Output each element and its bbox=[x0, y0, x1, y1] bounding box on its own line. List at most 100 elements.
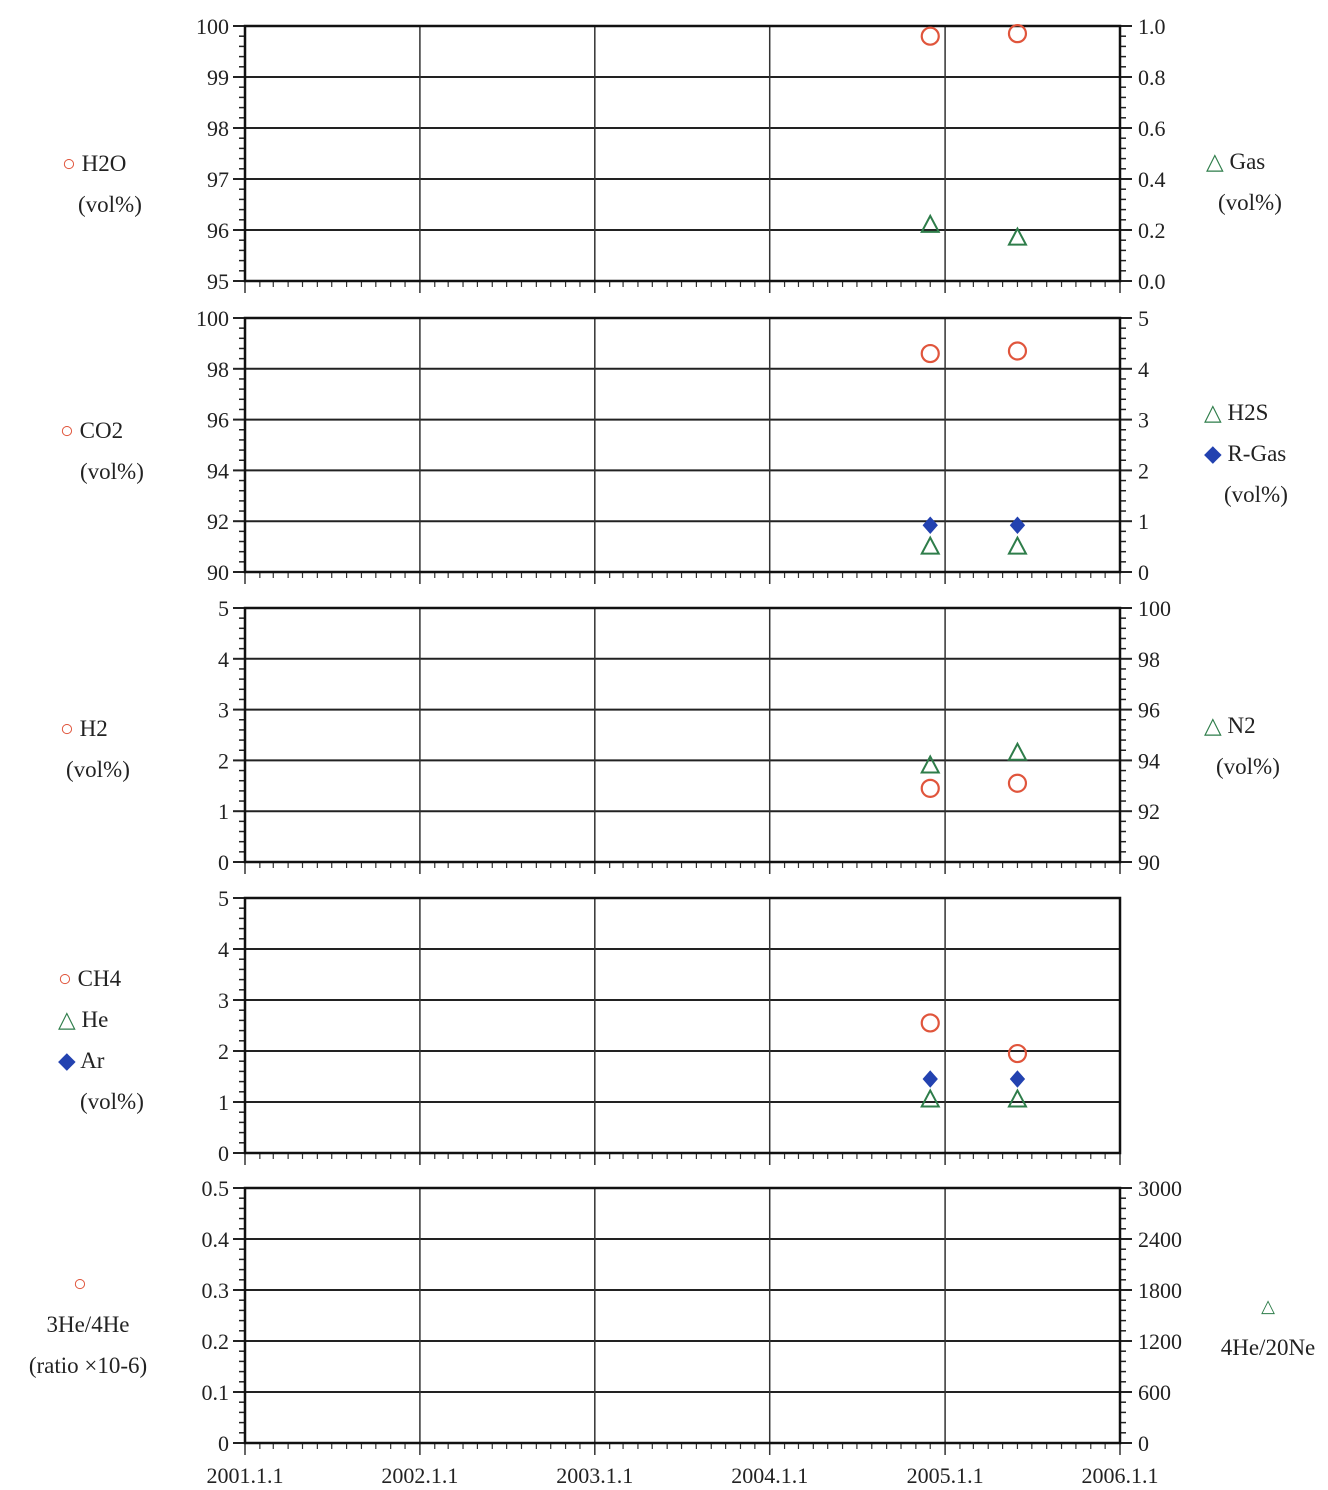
plot-frame bbox=[243, 606, 1122, 864]
panel-2-left-label: ○ CO2 (vol%) bbox=[60, 410, 144, 492]
data-point-n2 bbox=[920, 754, 941, 774]
x-tick-label: 2001.1.1 bbox=[207, 1463, 284, 1488]
right-tick-label: 2 bbox=[1138, 458, 1149, 483]
he-label: He bbox=[81, 1007, 109, 1032]
ch4-label: CH4 bbox=[77, 966, 122, 991]
circle-marker-icon: ○ bbox=[58, 966, 72, 991]
data-point-h2s bbox=[1007, 535, 1028, 555]
data-point-ar bbox=[922, 1070, 938, 1088]
left-tick-label: 3 bbox=[218, 988, 229, 1013]
panel-3-right-label: △ N2 (vol%) bbox=[1204, 705, 1280, 787]
left-tick-label: 95 bbox=[207, 269, 229, 294]
ratio-unit-label: (ratio ×10-6) bbox=[28, 1353, 148, 1378]
left-tick-label: 0.4 bbox=[202, 1227, 230, 1252]
right-tick-label: 92 bbox=[1138, 799, 1160, 824]
right-tick-label: 4 bbox=[1138, 357, 1149, 382]
diamond-marker-icon: ◆ bbox=[1204, 441, 1222, 466]
left-tick-label: 96 bbox=[207, 408, 229, 433]
circle-marker-icon: ○ bbox=[62, 151, 76, 176]
right-tick-label: 90 bbox=[1138, 850, 1160, 875]
n2-label: N2 bbox=[1227, 713, 1256, 738]
panel-5-left-label: ○ 3He/4He (ratio ×10-6) bbox=[10, 1263, 166, 1386]
right-tick-label: 3 bbox=[1138, 408, 1149, 433]
unit-label: (vol%) bbox=[78, 192, 142, 217]
data-point-r-gas bbox=[922, 516, 938, 535]
left-tick-label: 0.3 bbox=[202, 1278, 230, 1303]
triangle-marker-icon: △ bbox=[1206, 149, 1224, 174]
right-tick-label: 0.8 bbox=[1138, 65, 1166, 90]
gas-label: Gas bbox=[1229, 149, 1266, 174]
unit-label: (vol%) bbox=[1216, 754, 1280, 779]
plot-frame bbox=[243, 1186, 1122, 1445]
right-tick-label: 96 bbox=[1138, 698, 1160, 723]
left-tick-label: 0 bbox=[218, 1141, 229, 1166]
left-tick-label: 100 bbox=[196, 14, 229, 39]
plot-frame bbox=[243, 24, 1122, 283]
unit-label: (vol%) bbox=[80, 1089, 144, 1114]
left-tick-label: 0.1 bbox=[202, 1380, 230, 1405]
data-point-he bbox=[1007, 1088, 1028, 1108]
right-tick-label: 600 bbox=[1138, 1380, 1171, 1405]
unit-label: (vol%) bbox=[66, 757, 130, 782]
right-tick-label: 98 bbox=[1138, 647, 1160, 672]
left-tick-label: 96 bbox=[207, 218, 229, 243]
h2s-label: H2S bbox=[1227, 400, 1269, 425]
right-tick-label: 0.4 bbox=[1138, 167, 1166, 192]
left-tick-label: 2 bbox=[218, 748, 229, 773]
data-point-he bbox=[920, 1088, 941, 1108]
right-tick-label: 0 bbox=[1138, 560, 1149, 585]
circle-marker-icon: ○ bbox=[60, 716, 74, 741]
data-point-gas bbox=[1007, 226, 1028, 246]
data-point-r-gas bbox=[1009, 516, 1026, 535]
plot-frame bbox=[243, 316, 1122, 574]
panel-1-left-label: ○ H2O (vol%) bbox=[62, 143, 142, 225]
panel-1-right-label: △ Gas (vol%) bbox=[1206, 141, 1282, 223]
panel-2-right-label: △ H2S ◆ R-Gas (vol%) bbox=[1204, 392, 1288, 515]
right-tick-label: 5 bbox=[1138, 306, 1149, 331]
panel-5-right-label: △ 4He/20Ne bbox=[1212, 1286, 1324, 1368]
left-tick-label: 98 bbox=[207, 116, 229, 141]
triangle-marker-icon: △ bbox=[1204, 400, 1222, 425]
left-tick-label: 0 bbox=[218, 1431, 229, 1456]
right-tick-label: 0.2 bbox=[1138, 218, 1166, 243]
data-point-gas bbox=[920, 213, 941, 233]
data-point-h2 bbox=[920, 778, 940, 798]
left-tick-label: 97 bbox=[207, 167, 229, 192]
left-tick-label: 5 bbox=[218, 596, 229, 621]
left-tick-label: 2 bbox=[218, 1039, 229, 1064]
x-tick-label: 2005.1.1 bbox=[907, 1463, 984, 1488]
left-tick-label: 4 bbox=[218, 937, 229, 962]
diamond-marker-icon: ◆ bbox=[58, 1048, 76, 1073]
left-tick-label: 5 bbox=[218, 886, 229, 911]
right-tick-label: 1.0 bbox=[1138, 14, 1166, 39]
x-tick-label: 2003.1.1 bbox=[556, 1463, 633, 1488]
triangle-marker-icon: △ bbox=[1204, 713, 1222, 738]
left-tick-label: 0.5 bbox=[202, 1176, 230, 1201]
data-point-ch4 bbox=[1007, 1043, 1028, 1064]
data-point-h2 bbox=[1007, 773, 1028, 793]
h2-label: H2 bbox=[79, 716, 108, 741]
left-tick-label: 90 bbox=[207, 560, 229, 585]
data-point-ch4 bbox=[920, 1013, 940, 1033]
data-point-h2o bbox=[1007, 24, 1028, 44]
data-point-h2s bbox=[920, 535, 941, 555]
right-tick-label: 0.0 bbox=[1138, 269, 1166, 294]
x-tick-label: 2006.1.1 bbox=[1082, 1463, 1159, 1488]
right-tick-label: 2400 bbox=[1138, 1227, 1182, 1252]
he3-he4-label: 3He/4He bbox=[46, 1312, 130, 1337]
x-tick-label: 2002.1.1 bbox=[381, 1463, 458, 1488]
data-point-n2 bbox=[1007, 741, 1028, 761]
data-point-ar bbox=[1009, 1070, 1026, 1088]
circle-marker-icon: ○ bbox=[60, 418, 74, 443]
right-tick-label: 1800 bbox=[1138, 1278, 1182, 1303]
left-tick-label: 98 bbox=[207, 357, 229, 382]
data-point-co2 bbox=[1007, 341, 1028, 361]
right-tick-label: 3000 bbox=[1138, 1176, 1182, 1201]
co2-label: CO2 bbox=[79, 418, 124, 443]
right-tick-label: 1200 bbox=[1138, 1329, 1182, 1354]
right-tick-label: 94 bbox=[1138, 748, 1160, 773]
ar-label: Ar bbox=[80, 1048, 105, 1073]
left-tick-label: 4 bbox=[218, 647, 229, 672]
left-tick-label: 92 bbox=[207, 509, 229, 534]
